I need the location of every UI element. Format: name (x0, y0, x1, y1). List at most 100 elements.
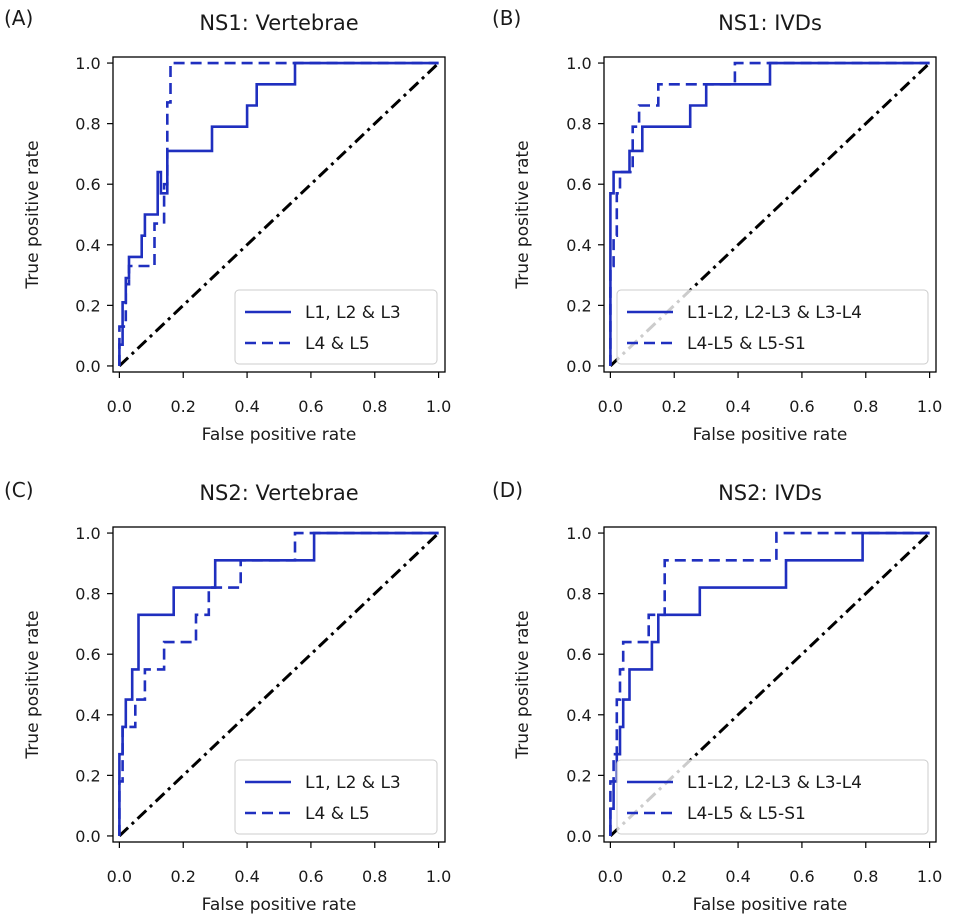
roc-series-solid (609, 531, 930, 836)
x-tick-label: 0.2 (662, 397, 687, 416)
y-tick-label: 0.4 (566, 236, 591, 255)
x-tick-label: 0.8 (362, 867, 387, 886)
chart-panel-1: (A) NS1: Vertebrae 0.0 0.0 0.2 0.2 0.4 0.4 0.6 0.… (4, 6, 451, 445)
y-tick-label: 0.8 (566, 115, 591, 134)
roc-series-solid (118, 531, 439, 836)
x-tick-label: 1.0 (426, 397, 451, 416)
y-tick-label: 0.2 (75, 296, 100, 315)
y-tick-label: 0.8 (566, 585, 591, 604)
chart-title: NS2: Vertebrae (199, 481, 358, 505)
y-tick-label: 0.8 (75, 585, 100, 604)
x-tick-label: 1.0 (426, 867, 451, 886)
x-tick-label: 0.0 (598, 397, 623, 416)
x-tick-label: 0.4 (725, 397, 750, 416)
legend-box (234, 759, 438, 835)
x-tick-label: 0.0 (598, 867, 623, 886)
y-tick-label: 0.2 (566, 766, 591, 785)
x-tick-label: 0.0 (107, 867, 132, 886)
x-tick-label: 0.4 (234, 867, 259, 886)
panel-letter: (B) (492, 6, 521, 30)
panel-letter: (D) (492, 478, 523, 502)
x-tick-label: 0.4 (725, 867, 750, 886)
roc-series-dashed (118, 531, 439, 836)
roc-series-solid (609, 61, 930, 366)
x-axis-label: False positive rate (693, 425, 848, 445)
axes-frame (603, 56, 937, 373)
x-tick-label: 1.0 (917, 867, 942, 886)
axes-frame (112, 56, 446, 373)
axes-frame (112, 526, 446, 843)
x-axis-label: False positive rate (202, 425, 357, 445)
x-tick-label: 0.6 (789, 867, 814, 886)
x-tick-label: 0.6 (298, 867, 323, 886)
axes-frame (603, 526, 937, 843)
x-axis-label: False positive rate (693, 895, 848, 915)
y-tick-label: 0.8 (75, 115, 100, 134)
chart-title: NS1: Vertebrae (199, 11, 358, 35)
legend-label: L1, L2 & L3 (305, 303, 401, 323)
y-axis-label: True positive rate (513, 140, 533, 289)
x-tick-label: 0.0 (107, 397, 132, 416)
x-tick-label: 0.2 (662, 867, 687, 886)
x-tick-label: 0.8 (853, 397, 878, 416)
legend-label: L1-L2, L2-L3 & L3-L4 (687, 303, 862, 323)
chance-line (609, 62, 931, 367)
legend-box (234, 289, 438, 365)
y-tick-label: 1.0 (75, 54, 100, 73)
panel-letter: (C) (4, 478, 34, 502)
x-tick-label: 1.0 (917, 397, 942, 416)
plot-area (609, 61, 931, 367)
chance-line (118, 532, 440, 837)
x-tick-label: 0.6 (789, 397, 814, 416)
legend-label: L1-L2, L2-L3 & L3-L4 (687, 773, 862, 793)
chance-line (118, 62, 440, 367)
x-tick-label: 0.4 (234, 397, 259, 416)
panel-letter: (A) (4, 6, 33, 30)
x-tick-label: 0.2 (171, 867, 196, 886)
x-tick-label: 0.2 (171, 397, 196, 416)
y-tick-label: 0.0 (75, 827, 100, 846)
y-tick-label: 0.2 (566, 296, 591, 315)
roc-series-dashed (609, 61, 930, 366)
legend-label: L4-L5 & L5-S1 (687, 804, 806, 824)
legend-label: L4 & L5 (305, 804, 370, 824)
legend-label: L1, L2 & L3 (305, 773, 401, 793)
y-tick-label: 0.6 (566, 645, 591, 664)
y-tick-label: 1.0 (75, 524, 100, 543)
x-tick-label: 0.6 (298, 397, 323, 416)
y-tick-label: 0.4 (75, 236, 100, 255)
x-axis-label: False positive rate (202, 895, 357, 915)
x-tick-label: 0.8 (853, 867, 878, 886)
y-axis-label: True positive rate (513, 610, 533, 759)
y-tick-label: 0.6 (75, 175, 100, 194)
plot-area (118, 61, 440, 367)
y-tick-label: 1.0 (566, 524, 591, 543)
legend-box (616, 289, 929, 365)
y-tick-label: 0.0 (566, 827, 591, 846)
y-tick-label: 0.2 (75, 766, 100, 785)
legend-label: L4 & L5 (305, 334, 370, 354)
legend: L1, L2 & L3 L4 & L5 (234, 759, 438, 835)
chart-panel-3: (C) NS2: Vertebrae 0.0 0.0 0.2 0.2 0.4 0.4 0.6 0.… (4, 478, 451, 915)
x-tick-label: 0.8 (362, 397, 387, 416)
plot-area (118, 531, 440, 837)
legend-label: L4-L5 & L5-S1 (687, 334, 806, 354)
y-tick-label: 0.6 (75, 645, 100, 664)
y-tick-label: 0.4 (75, 706, 100, 725)
roc-series-solid (118, 61, 439, 366)
legend: L1-L2, L2-L3 & L3-L4 L4-L5 & L5-S1 (616, 289, 929, 365)
chart-title: NS2: IVDs (718, 481, 822, 505)
y-tick-label: 1.0 (566, 54, 591, 73)
plot-area (609, 531, 931, 837)
chart-panel-2: (B) NS1: IVDs 0.0 0.0 0.2 0.2 0.4 0.4 0.6 0.6 0.8 0… (492, 6, 942, 445)
legend: L1-L2, L2-L3 & L3-L4 L4-L5 & L5-S1 (616, 759, 929, 835)
legend-box (616, 759, 929, 835)
chart-panel-4: (D) NS2: IVDs 0.0 0.0 0.2 0.2 0.4 0.4 0.6 0.6 0.8 0… (492, 478, 942, 915)
legend: L1, L2 & L3 L4 & L5 (234, 289, 438, 365)
chart-title: NS1: IVDs (718, 11, 822, 35)
roc-series-dashed (609, 531, 930, 836)
y-axis-label: True positive rate (23, 610, 43, 759)
chance-line (609, 532, 931, 837)
y-tick-label: 0.4 (566, 706, 591, 725)
